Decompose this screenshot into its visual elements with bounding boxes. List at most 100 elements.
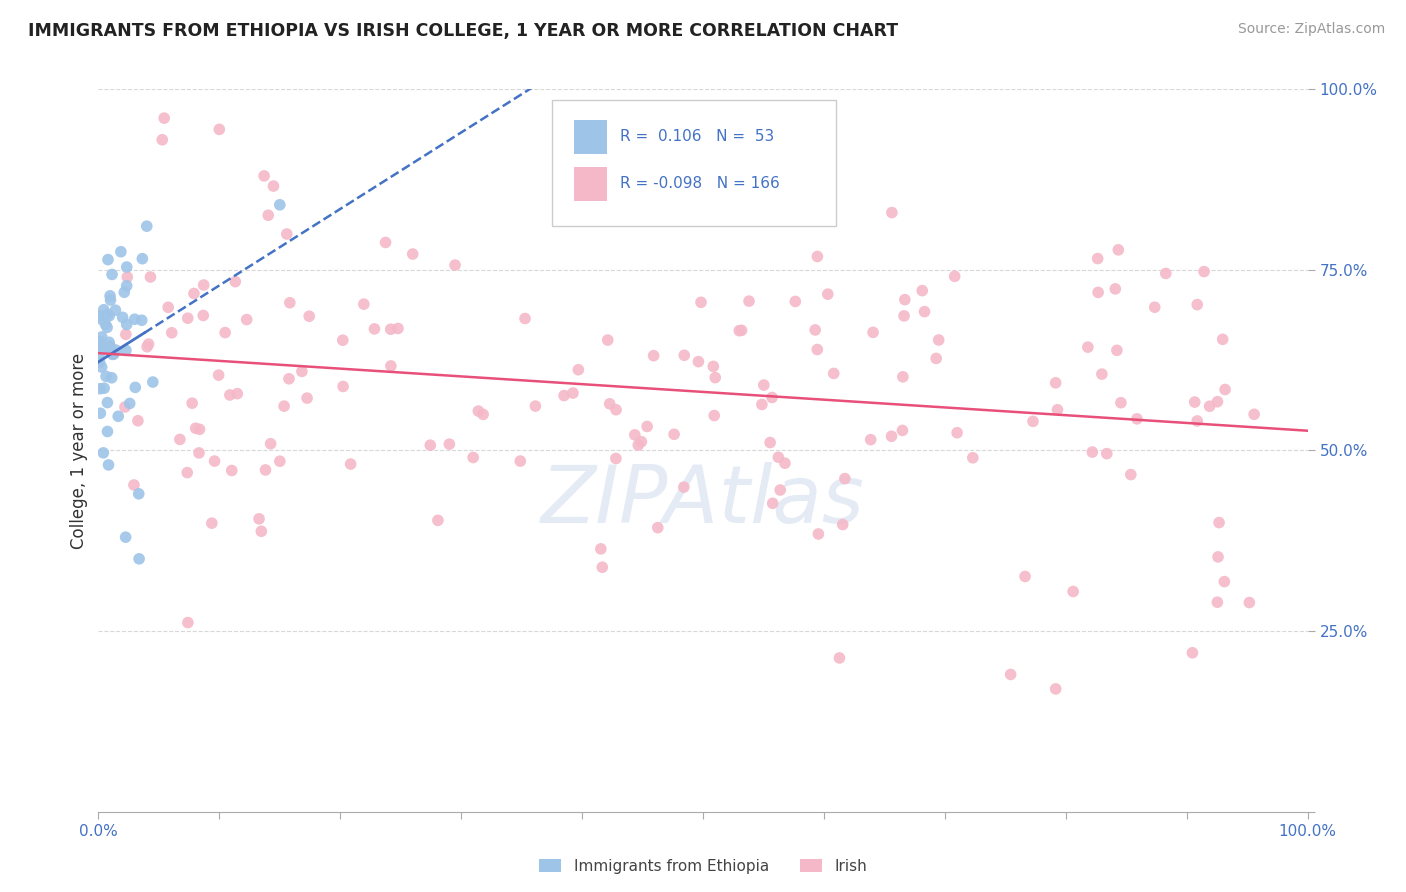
Point bbox=[142, 375, 165, 389]
Point bbox=[1105, 343, 1128, 358]
Point bbox=[97, 458, 120, 472]
Point bbox=[253, 169, 276, 183]
Point bbox=[353, 297, 375, 311]
Point bbox=[93, 381, 115, 395]
Point bbox=[204, 454, 226, 468]
Point bbox=[89, 382, 111, 396]
Point bbox=[1206, 549, 1229, 564]
Point bbox=[1212, 332, 1234, 346]
Point bbox=[509, 454, 531, 468]
Text: Source: ZipAtlas.com: Source: ZipAtlas.com bbox=[1237, 22, 1385, 37]
Point bbox=[467, 404, 489, 418]
Point bbox=[131, 313, 153, 327]
Point bbox=[1107, 243, 1129, 257]
Point bbox=[188, 446, 211, 460]
Point bbox=[627, 438, 650, 452]
Point bbox=[104, 343, 127, 357]
Point bbox=[91, 446, 114, 460]
Point bbox=[419, 438, 441, 452]
Point bbox=[1213, 574, 1236, 589]
Point bbox=[426, 513, 449, 527]
Point bbox=[96, 395, 118, 409]
Point bbox=[94, 369, 117, 384]
Point bbox=[804, 323, 827, 337]
Point bbox=[150, 133, 173, 147]
Point bbox=[769, 483, 792, 497]
Point bbox=[118, 396, 141, 410]
Point bbox=[831, 517, 853, 532]
Point bbox=[862, 326, 884, 340]
Point bbox=[90, 330, 112, 344]
Text: ZIPAtlas: ZIPAtlas bbox=[541, 462, 865, 540]
Point bbox=[89, 355, 111, 369]
Point bbox=[90, 312, 112, 326]
Point bbox=[1243, 407, 1265, 421]
Point bbox=[859, 433, 882, 447]
Point bbox=[463, 450, 485, 465]
Point bbox=[278, 372, 301, 386]
Point bbox=[823, 367, 845, 381]
Point bbox=[1104, 282, 1126, 296]
Point bbox=[599, 397, 621, 411]
Point bbox=[1014, 569, 1036, 583]
Point bbox=[139, 270, 162, 285]
Point bbox=[114, 327, 136, 342]
Point bbox=[647, 521, 669, 535]
Point bbox=[752, 378, 775, 392]
Point bbox=[269, 454, 291, 468]
Point bbox=[107, 409, 129, 424]
Point bbox=[1087, 252, 1109, 266]
Point bbox=[254, 463, 277, 477]
Point bbox=[188, 422, 211, 436]
Point bbox=[605, 402, 627, 417]
Point bbox=[1109, 395, 1132, 409]
Point bbox=[643, 349, 665, 363]
Point bbox=[728, 324, 751, 338]
Point bbox=[834, 472, 856, 486]
Point bbox=[169, 433, 191, 447]
Point bbox=[131, 252, 153, 266]
Point bbox=[596, 333, 619, 347]
Point bbox=[101, 347, 124, 361]
FancyBboxPatch shape bbox=[574, 167, 607, 202]
Point bbox=[111, 310, 134, 325]
Point bbox=[115, 278, 138, 293]
Point bbox=[98, 339, 121, 353]
Point bbox=[278, 295, 301, 310]
Point bbox=[1198, 399, 1220, 413]
Point bbox=[562, 386, 585, 401]
Point bbox=[100, 293, 122, 307]
Point bbox=[380, 359, 402, 373]
Point bbox=[208, 368, 231, 383]
Point bbox=[98, 309, 121, 323]
Y-axis label: College, 1 year or more: College, 1 year or more bbox=[70, 352, 89, 549]
Point bbox=[630, 193, 652, 207]
Point bbox=[817, 287, 839, 301]
Point bbox=[98, 289, 121, 303]
Point bbox=[891, 424, 914, 438]
Point bbox=[1081, 445, 1104, 459]
Point bbox=[257, 208, 280, 222]
Point bbox=[702, 359, 724, 374]
Point bbox=[96, 308, 118, 322]
Point bbox=[128, 551, 150, 566]
Point bbox=[124, 380, 146, 394]
Point bbox=[201, 516, 224, 531]
Point bbox=[112, 285, 135, 300]
Point bbox=[630, 434, 652, 449]
Point bbox=[89, 346, 111, 360]
Point bbox=[1046, 402, 1069, 417]
Point bbox=[673, 348, 696, 362]
Point bbox=[104, 303, 127, 318]
Point bbox=[122, 478, 145, 492]
Point bbox=[1206, 595, 1229, 609]
Point bbox=[880, 205, 903, 219]
Text: R =  0.106   N =  53: R = 0.106 N = 53 bbox=[620, 129, 773, 145]
Point bbox=[1181, 646, 1204, 660]
Point bbox=[962, 450, 984, 465]
Point bbox=[90, 360, 112, 375]
Point bbox=[247, 512, 270, 526]
Point bbox=[762, 496, 785, 510]
Point bbox=[553, 388, 575, 402]
Point bbox=[751, 397, 773, 411]
